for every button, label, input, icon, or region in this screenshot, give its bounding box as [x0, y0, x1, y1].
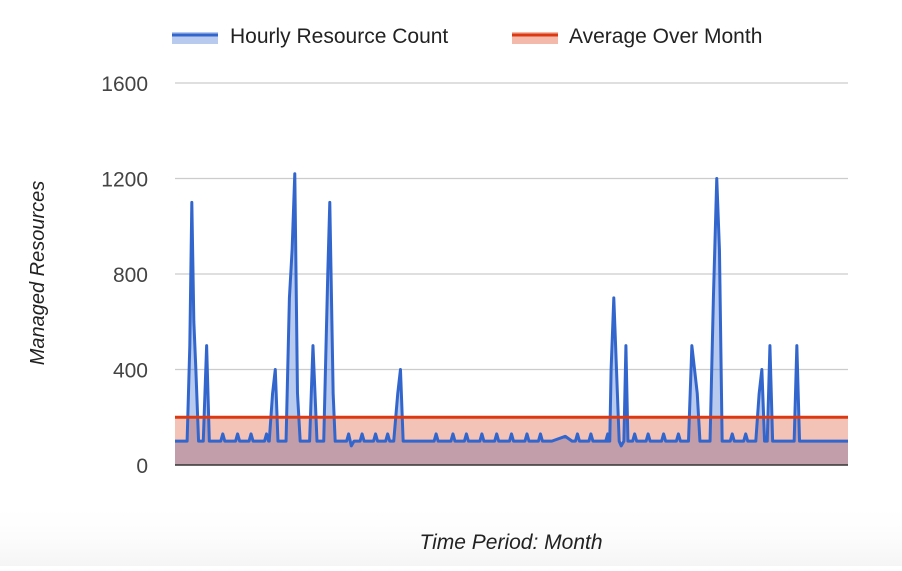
x-axis-title: Time Period: Month — [419, 531, 602, 554]
legend-item-average[interactable]: Average Over Month — [512, 25, 762, 48]
bottom-shadow — [0, 500, 902, 566]
y-tick-label: 0 — [136, 455, 148, 478]
series-line-hourly[interactable] — [175, 172, 848, 448]
y-tick-label: 400 — [113, 360, 148, 383]
legend-label-average: Average Over Month — [569, 25, 762, 48]
legend-item-hourly[interactable]: Hourly Resource Count — [172, 25, 448, 48]
y-tick-label: 1200 — [101, 169, 148, 192]
legend: Hourly Resource Count Average Over Month — [172, 25, 762, 48]
y-tick-label: 1600 — [101, 73, 148, 96]
y-axis: 0 400 800 1200 1600 — [101, 73, 148, 478]
legend-label-hourly: Hourly Resource Count — [230, 25, 448, 48]
gridlines — [175, 82, 848, 371]
series-lines — [175, 172, 848, 466]
y-axis-title: Managed Resources — [27, 181, 49, 366]
y-tick-label: 800 — [113, 264, 148, 287]
series-area-average — [175, 417, 848, 465]
